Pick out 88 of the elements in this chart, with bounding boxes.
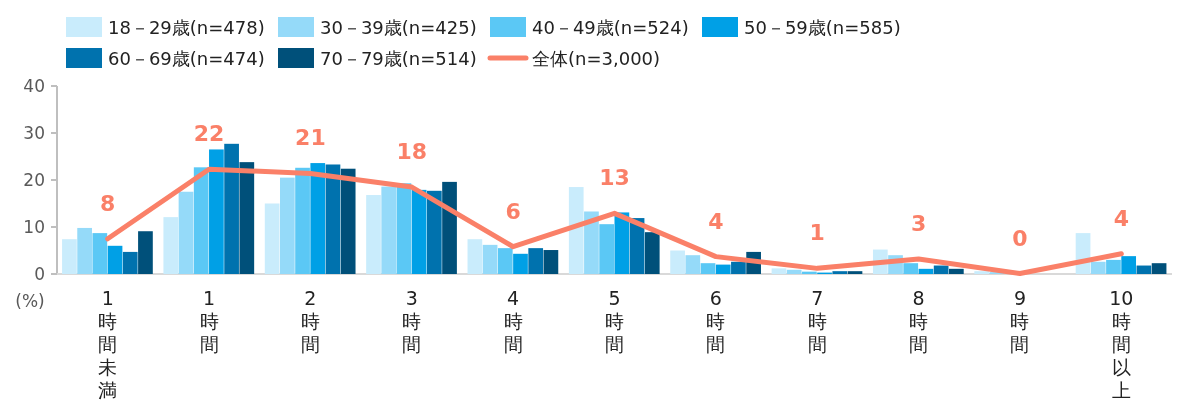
bar bbox=[949, 268, 964, 274]
bar bbox=[497, 248, 513, 274]
x-tick-label: 4時間 bbox=[503, 287, 523, 355]
bar bbox=[396, 183, 412, 274]
bar bbox=[62, 239, 77, 274]
bar bbox=[543, 250, 559, 274]
bar bbox=[77, 227, 92, 274]
bar bbox=[264, 203, 280, 274]
data-label: 1 bbox=[809, 220, 825, 246]
legend-label: 50－59歳(n=585) bbox=[744, 17, 901, 38]
bar bbox=[411, 189, 427, 274]
legend-label: 18－29歳(n=478) bbox=[108, 17, 265, 38]
y-tick-label: 40 bbox=[23, 76, 45, 96]
x-tick-label: 7時間 bbox=[807, 287, 827, 355]
bar bbox=[644, 232, 660, 274]
bar bbox=[366, 195, 381, 274]
bar bbox=[381, 186, 397, 274]
data-label: 3 bbox=[910, 210, 927, 236]
bar bbox=[513, 253, 528, 274]
y-tick-label: 30 bbox=[23, 123, 45, 143]
bar bbox=[138, 231, 153, 274]
bar bbox=[178, 191, 194, 274]
bar bbox=[832, 271, 848, 274]
legend-label: 70－79歳(n=514) bbox=[320, 48, 477, 69]
bar bbox=[1090, 261, 1106, 274]
data-label: 4 bbox=[708, 208, 724, 234]
bar bbox=[771, 268, 787, 274]
bar bbox=[933, 265, 949, 274]
data-label: 13 bbox=[599, 165, 630, 191]
data-label: 21 bbox=[295, 125, 326, 151]
bar bbox=[568, 187, 584, 274]
bar bbox=[224, 143, 239, 274]
bar bbox=[193, 167, 209, 274]
bar bbox=[92, 233, 108, 274]
x-tick-label: 8時間 bbox=[909, 287, 929, 355]
bar bbox=[163, 217, 179, 274]
bar bbox=[670, 250, 685, 274]
y-axis-title: (%) bbox=[15, 291, 45, 311]
bar bbox=[584, 211, 599, 274]
data-label: 4 bbox=[1113, 205, 1129, 231]
bar bbox=[1121, 256, 1137, 274]
legend-label: 60－69歳(n=474) bbox=[108, 48, 265, 69]
data-label: 22 bbox=[193, 121, 225, 147]
bar bbox=[482, 244, 498, 274]
x-tick-label: 5時間 bbox=[605, 287, 624, 355]
bar bbox=[685, 255, 701, 274]
legend-label: 30－39歳(n=425) bbox=[320, 17, 477, 38]
bar bbox=[715, 264, 731, 274]
data-label: 6 bbox=[505, 198, 521, 224]
bar bbox=[599, 224, 614, 274]
y-tick-label: 10 bbox=[23, 217, 45, 237]
bar bbox=[700, 263, 716, 274]
bar bbox=[1106, 259, 1121, 274]
data-label: 8 bbox=[100, 190, 116, 216]
x-tick-label: 10時間以上 bbox=[1109, 287, 1134, 401]
legend-label: 40－49歳(n=524) bbox=[532, 17, 689, 38]
x-tick-label: 3時間 bbox=[402, 287, 422, 355]
y-tick-label: 20 bbox=[23, 170, 45, 190]
bar bbox=[325, 164, 341, 274]
bar bbox=[786, 269, 802, 274]
x-tick-label: 1時間 bbox=[199, 287, 219, 355]
bar bbox=[528, 248, 544, 274]
data-label: 18 bbox=[396, 139, 428, 165]
bar bbox=[310, 163, 326, 274]
bar bbox=[974, 271, 990, 274]
x-tick-label: 9時間 bbox=[1010, 287, 1030, 355]
y-tick-label: 0 bbox=[34, 264, 45, 284]
bar bbox=[239, 162, 255, 274]
x-tick-label: 2時間 bbox=[300, 287, 320, 355]
bar bbox=[1136, 265, 1152, 274]
bar bbox=[280, 177, 295, 274]
x-tick-label: 6時間 bbox=[706, 287, 726, 355]
bar bbox=[903, 263, 919, 274]
bar bbox=[1151, 263, 1167, 274]
bar bbox=[731, 261, 746, 274]
bar bbox=[918, 268, 934, 274]
bar bbox=[467, 239, 483, 274]
bar bbox=[122, 251, 138, 274]
legend-label: 全体(n=3,000) bbox=[532, 48, 661, 69]
bar bbox=[340, 168, 356, 274]
bar bbox=[209, 149, 224, 274]
bar bbox=[847, 271, 863, 274]
bar bbox=[442, 181, 457, 274]
x-tick-label: 1時間未満 bbox=[98, 287, 118, 401]
bar bbox=[426, 190, 442, 274]
bar bbox=[107, 245, 123, 274]
data-label: 0 bbox=[1012, 225, 1028, 251]
bar bbox=[295, 167, 310, 274]
